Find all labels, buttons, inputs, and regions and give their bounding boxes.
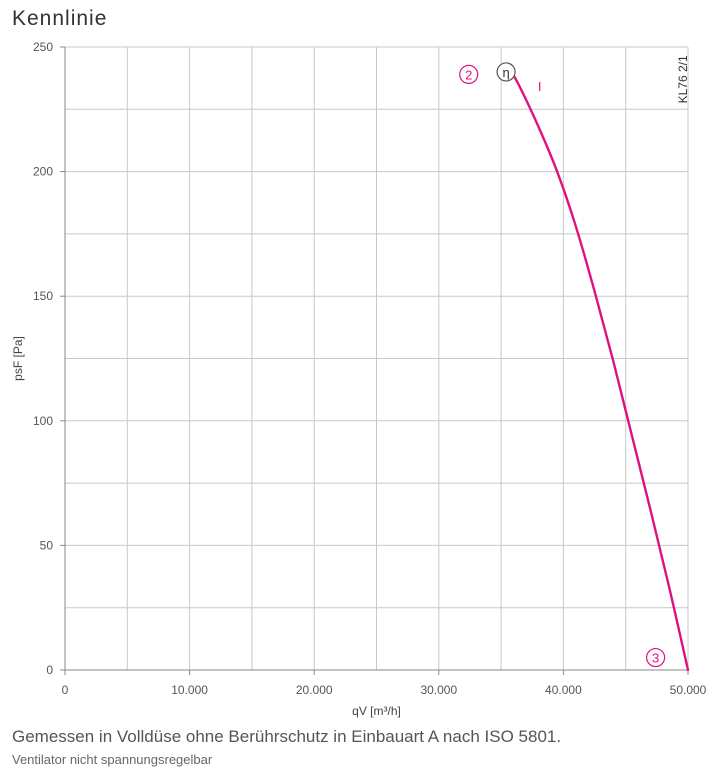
x-axis-label: qV [m³/h]: [352, 704, 401, 718]
performance-chart: 0 10.000 20.000 30.000 40.000 50.000 0 50 100 150…: [11, 40, 707, 718]
curve-code-label: KL76 2/1: [676, 55, 690, 103]
annotation-circle: [646, 647, 666, 668]
chart-title: Kennlinie: [12, 7, 108, 30]
speed-label: I: [538, 79, 542, 94]
curve-point: [668, 587, 670, 589]
curve-point: [612, 360, 614, 362]
y-tick-label: 50: [40, 538, 54, 552]
curve-point: [687, 669, 689, 671]
annotation-label: 2: [465, 67, 472, 82]
axes: 0 10.000 20.000 30.000 40.000 50.000 0 50 100 150…: [33, 40, 707, 697]
y-tick-label: 0: [46, 663, 53, 677]
y-tick-label: 100: [33, 414, 53, 428]
grid: [64, 46, 689, 671]
curve-point: [650, 509, 652, 512]
curve-point: [556, 171, 558, 173]
x-tick-label: 30.000: [420, 683, 457, 697]
curve-point: [631, 435, 633, 437]
annotation-circle: [496, 62, 516, 82]
fan-curve: [506, 63, 690, 672]
y-tick-label: 150: [33, 289, 53, 303]
regulation-note: Ventilator nicht spannungsregelbar: [12, 752, 213, 767]
annotations: 2 η I 3 KL76 2/1: [459, 55, 690, 668]
x-tick-label: 20.000: [296, 683, 333, 697]
x-tick-label: 0: [62, 683, 69, 697]
x-tick-label: 10.000: [171, 683, 208, 697]
y-tick-label: 250: [33, 40, 53, 54]
curve-point: [519, 86, 521, 88]
series-layer: [506, 63, 690, 672]
measurement-note: Gemessen in Volldüse ohne Berührschutz i…: [12, 727, 562, 746]
curve-point: [575, 225, 577, 228]
x-tick-label: 50.000: [670, 683, 707, 697]
annotation-label: η: [502, 65, 509, 80]
annotation-label: 3: [652, 651, 659, 666]
curve-point: [593, 290, 596, 292]
x-tick-label: 40.000: [545, 683, 582, 697]
curve-point: [537, 126, 540, 128]
y-tick-label: 200: [33, 165, 53, 179]
y-axis-label: psF [Pa]: [11, 336, 25, 381]
annotation-circle: [459, 64, 479, 85]
